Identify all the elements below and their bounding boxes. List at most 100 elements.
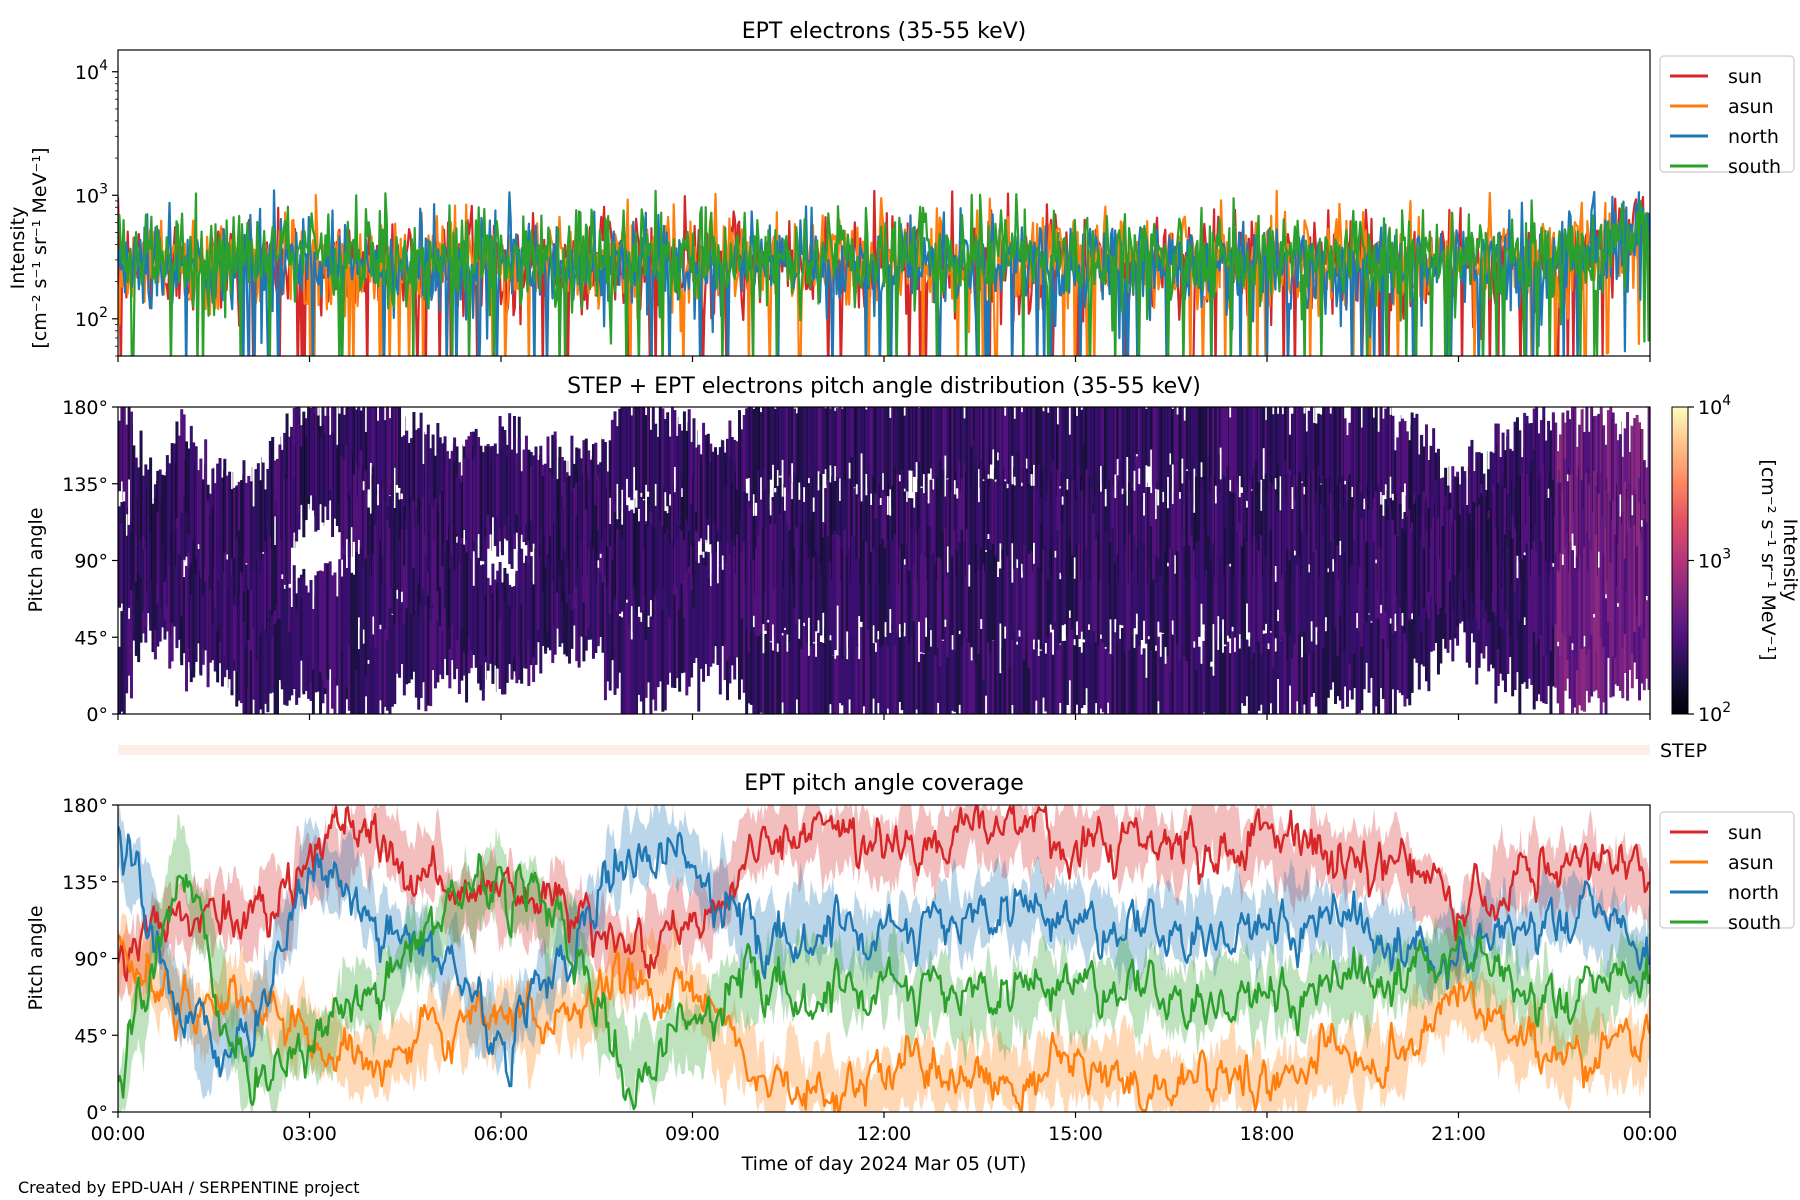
heat-cell xyxy=(1527,423,1531,509)
heat-cell xyxy=(1645,467,1649,547)
heat-cell xyxy=(503,430,507,526)
heat-cell xyxy=(1587,484,1591,591)
heat-cell xyxy=(936,557,940,648)
heat-cell xyxy=(235,537,239,652)
heat-cell xyxy=(1226,563,1230,636)
panel4-xtick-label-8: 00:00 xyxy=(1623,1123,1678,1145)
heat-cell xyxy=(280,579,284,690)
heat-cell xyxy=(1535,407,1539,514)
heat-cell xyxy=(175,481,179,574)
heat-cell xyxy=(917,462,921,591)
heat-cell xyxy=(1106,407,1110,495)
heat-cell xyxy=(663,533,667,631)
heat-cell xyxy=(1075,635,1079,705)
heat-cell xyxy=(321,571,325,682)
heat-cell xyxy=(1606,596,1610,658)
heat-cell xyxy=(623,509,627,628)
heat-cell xyxy=(326,563,330,680)
heat-cell xyxy=(1264,633,1268,714)
heat-cell xyxy=(1386,608,1390,714)
heat-cell xyxy=(1472,502,1476,618)
heat-cell xyxy=(967,478,971,565)
heat-cell xyxy=(287,587,291,644)
heat-cell xyxy=(1513,569,1517,690)
heat-cell xyxy=(390,457,394,587)
heat-cell xyxy=(1233,407,1237,502)
heat-cell xyxy=(1116,475,1120,594)
heat-cell xyxy=(692,607,696,663)
heat-cell xyxy=(371,634,375,714)
heat-cell xyxy=(1130,407,1134,501)
heat-cell xyxy=(931,553,935,672)
heat-cell xyxy=(893,407,897,483)
heat-cell xyxy=(608,546,612,619)
heat-cell xyxy=(1259,535,1263,655)
heat-cell xyxy=(1372,498,1376,556)
heat-cell xyxy=(1149,651,1153,714)
heat-cell xyxy=(307,592,311,658)
heat-cell xyxy=(1025,534,1029,651)
heat-cell xyxy=(319,570,323,673)
heat-cell xyxy=(1317,413,1321,474)
heat-cell xyxy=(1061,641,1065,714)
heat-cell xyxy=(962,418,966,479)
heat-cell xyxy=(1013,630,1017,714)
heat-cell xyxy=(1128,533,1132,651)
heat-cell xyxy=(900,620,904,711)
heat-cell xyxy=(1324,407,1328,494)
heat-cell xyxy=(1082,642,1086,705)
heat-cell xyxy=(651,618,655,700)
heat-cell xyxy=(225,559,229,666)
heat-cell xyxy=(668,436,672,495)
heat-cell xyxy=(1188,545,1191,657)
heat-cell xyxy=(879,407,883,498)
heat-cell xyxy=(1046,412,1050,482)
heat-cell xyxy=(840,642,844,706)
heat-cell xyxy=(1223,527,1227,645)
heat-cell xyxy=(1456,477,1460,574)
heat-cell xyxy=(1417,454,1421,532)
heat-cell xyxy=(1166,566,1170,656)
heat-cell xyxy=(1010,407,1014,456)
heat-cell xyxy=(737,488,741,571)
heat-cell xyxy=(647,627,651,683)
heat-cell xyxy=(1252,407,1256,495)
heat-cell xyxy=(1166,629,1170,714)
heat-cell xyxy=(240,480,244,570)
heat-cell xyxy=(211,507,215,625)
panel2-ylabel: Pitch angle xyxy=(25,507,47,612)
heat-cell xyxy=(805,468,808,583)
panel2-ytick-label-2: 90° xyxy=(74,551,108,573)
heat-cell xyxy=(651,407,655,515)
heat-cell xyxy=(237,481,241,567)
heat-cell xyxy=(974,407,978,504)
heat-cell xyxy=(1221,652,1225,714)
heat-cell xyxy=(977,502,981,578)
panel1-series xyxy=(118,189,1650,356)
heat-cell xyxy=(1379,548,1383,605)
heat-cell xyxy=(682,411,686,540)
heat-cell xyxy=(235,485,239,559)
heat-cell xyxy=(1092,513,1096,631)
heat-cell xyxy=(828,408,832,466)
heat-cell xyxy=(596,475,600,531)
heat-cell xyxy=(1537,543,1541,639)
heat-cell xyxy=(137,467,141,573)
heat-cell xyxy=(213,557,217,655)
heat-cell xyxy=(1164,407,1168,498)
heat-cell xyxy=(852,488,856,559)
heat-cell xyxy=(1362,407,1366,499)
heat-cell xyxy=(1293,475,1297,551)
heat-cell xyxy=(690,441,694,504)
heat-cell xyxy=(805,407,808,481)
heat-cell xyxy=(1116,623,1120,714)
heat-cell xyxy=(977,407,981,470)
heat-cell xyxy=(441,443,445,514)
heat-cell xyxy=(247,475,251,562)
heat-cell xyxy=(872,407,876,500)
heat-cell xyxy=(1324,631,1328,714)
heat-cell xyxy=(347,542,351,646)
heat-cell xyxy=(876,639,880,703)
heat-cell xyxy=(1027,407,1031,506)
heat-cell xyxy=(1594,634,1598,691)
